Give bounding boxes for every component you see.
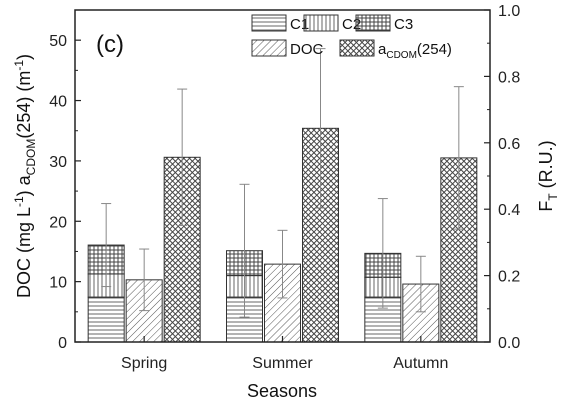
left-title-sup2: -1 <box>12 60 26 71</box>
right-tick-label-0.0: 0.0 <box>498 335 520 352</box>
left-title-end: ) <box>14 54 34 60</box>
left-tick-label-20: 20 <box>49 214 67 231</box>
bar-c1-spring <box>87 296 125 343</box>
x-axis: Spring Summer Autumn <box>121 336 448 372</box>
right-title-sub: T <box>546 193 560 201</box>
x-tick-label-autumn: Autumn <box>393 355 448 372</box>
right-tick-label-0.4: 0.4 <box>498 202 520 219</box>
legend-label-4: aCDOM(254) <box>378 41 452 61</box>
legend-swatch-3 <box>251 39 287 57</box>
right-tick-label-1.0: 1.0 <box>498 3 520 20</box>
right-title-tail: (R.U.) <box>536 140 556 193</box>
x-tick-label-summer: Summer <box>252 355 313 372</box>
left-tick-label-30: 30 <box>49 154 67 171</box>
legend-swatch-0 <box>251 14 287 32</box>
plot-area <box>74 9 491 343</box>
right-title-main: F <box>536 201 556 212</box>
left-title-sep: ) a <box>14 174 34 196</box>
left-axis: 0 10 20 30 40 50 <box>49 9 81 352</box>
left-tick-label-10: 10 <box>49 275 67 292</box>
left-title-main: DOC (mg L <box>14 207 34 298</box>
error-bars-layer <box>101 48 464 318</box>
left-tick-label-0: 0 <box>58 335 67 352</box>
bars-layer <box>87 127 478 343</box>
right-tick-label-0.2: 0.2 <box>498 269 520 286</box>
left-title-sub: CDOM <box>24 139 38 176</box>
legend-label-2: C3 <box>394 16 413 33</box>
legend-label-3: DOC <box>290 41 324 58</box>
left-title-sup1: -1 <box>12 196 26 207</box>
left-title-tail: (254) (m <box>14 71 34 139</box>
right-axis-title: FT (R.U.) <box>536 140 560 211</box>
legend-swatch-2 <box>355 14 391 32</box>
legend-swatch-4 <box>339 39 375 57</box>
left-tick-label-50: 50 <box>49 33 67 50</box>
right-axis: 0.0 0.2 0.4 0.6 0.8 1.0 <box>484 3 520 352</box>
legend-swatch-1 <box>303 14 339 32</box>
left-tick-label-40: 40 <box>49 94 67 111</box>
right-tick-label-0.6: 0.6 <box>498 136 520 153</box>
x-tick-label-spring: Spring <box>121 355 167 372</box>
x-axis-title: Seasons <box>247 381 317 401</box>
panel-label: (c) <box>96 31 124 58</box>
right-tick-label-0.8: 0.8 <box>498 69 520 86</box>
left-axis-title: DOC (mg L-1) aCDOM(254) (m-1) <box>12 54 38 298</box>
